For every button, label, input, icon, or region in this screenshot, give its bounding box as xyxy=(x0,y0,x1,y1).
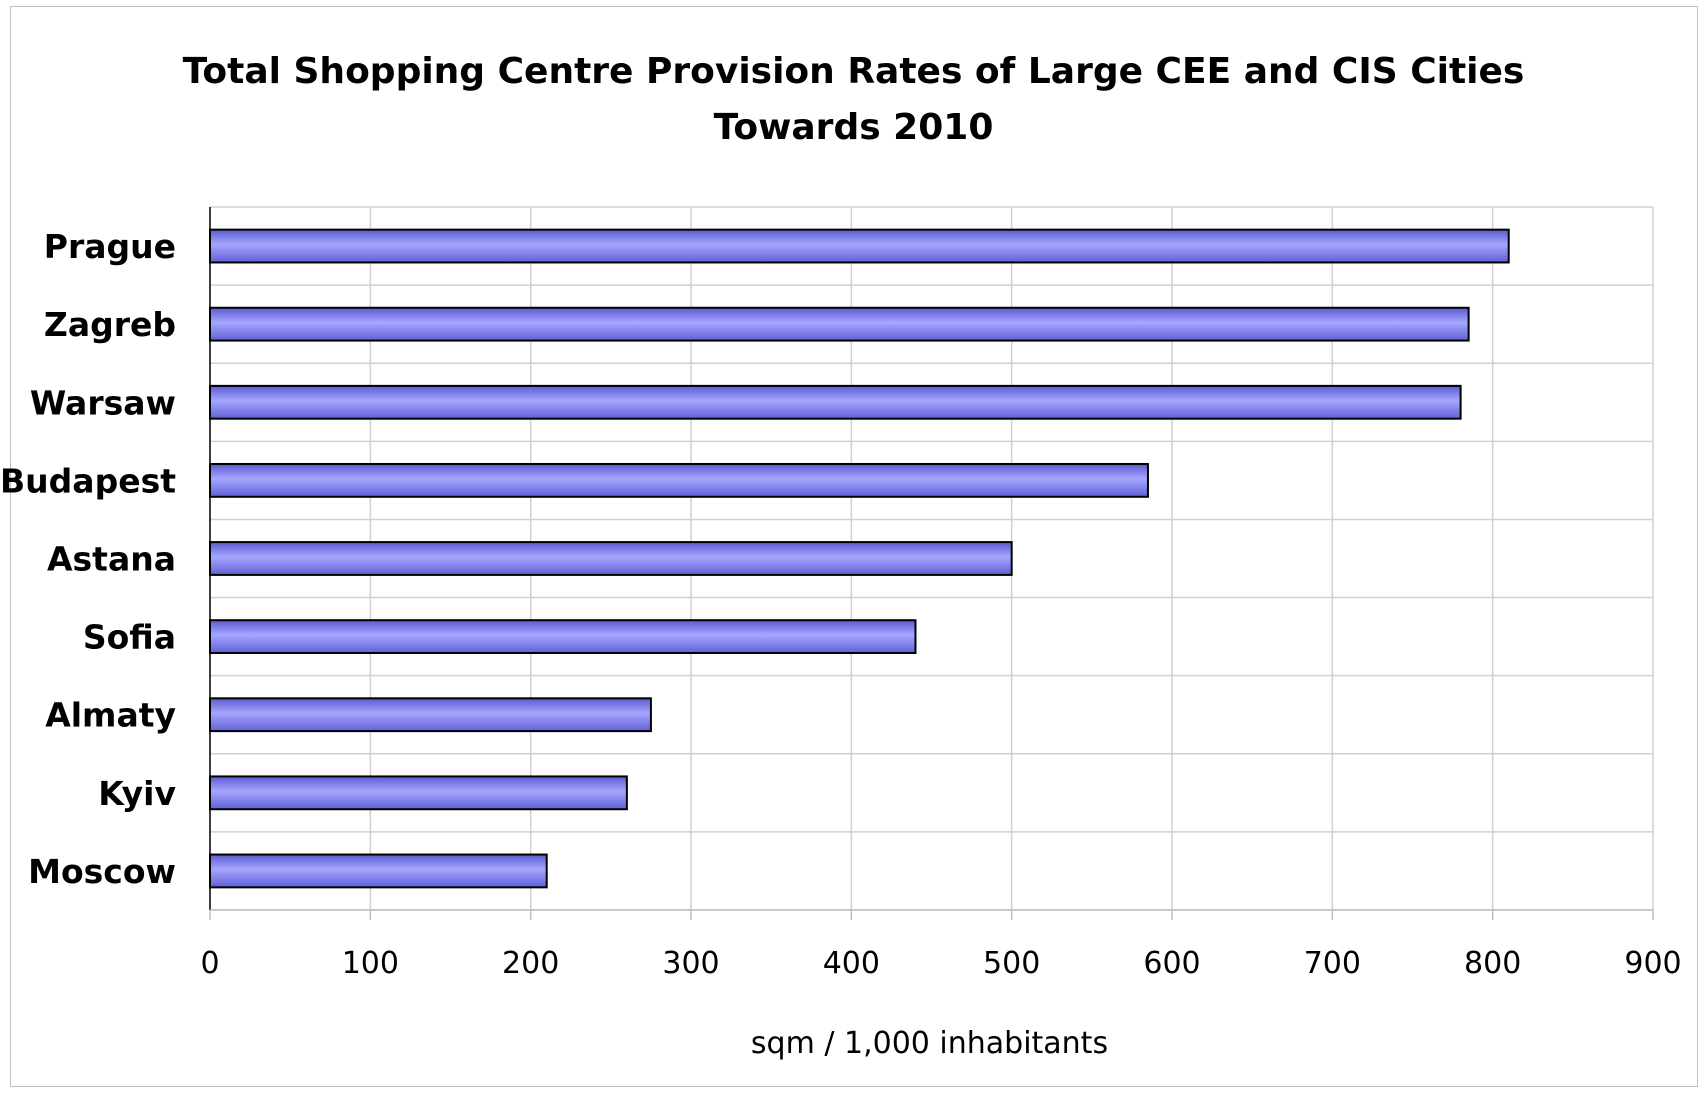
bar-astana xyxy=(209,541,1013,576)
bars xyxy=(209,228,1510,889)
x-tick-label: 500 xyxy=(983,946,1040,981)
x-tick-label: 800 xyxy=(1464,946,1521,981)
category-label-almaty: Almaty xyxy=(45,696,176,735)
x-tick-label: 700 xyxy=(1304,946,1361,981)
x-tick-label: 600 xyxy=(1143,946,1200,981)
category-label-astana: Astana xyxy=(47,540,176,579)
bar-warsaw xyxy=(209,384,1462,420)
bar-almaty xyxy=(209,697,652,733)
chart-title-line-1: Total Shopping Centre Provision Rates of… xyxy=(182,51,1525,92)
chart-title-line-2: Towards 2010 xyxy=(713,107,994,148)
x-tick-label: 400 xyxy=(823,946,880,981)
category-label-zagreb: Zagreb xyxy=(44,305,176,344)
bar-budapest xyxy=(209,462,1149,498)
bar-zagreb xyxy=(209,306,1470,342)
x-tick-label: 900 xyxy=(1624,946,1681,981)
category-label-warsaw: Warsaw xyxy=(30,383,176,422)
category-label-moscow: Moscow xyxy=(28,852,176,891)
x-tick-label: 100 xyxy=(342,946,399,981)
category-label-prague: Prague xyxy=(44,227,176,266)
x-axis-title: sqm / 1,000 inhabitants xyxy=(751,1026,1108,1061)
x-tick-labels: 0 100 200 300 400 500 600 700 800 900 xyxy=(200,946,1681,981)
bar-kyiv xyxy=(209,775,628,811)
x-tick-label: 0 xyxy=(200,946,219,981)
x-tick-label: 300 xyxy=(662,946,719,981)
bar-sofia xyxy=(209,619,917,655)
bar-prague xyxy=(209,228,1510,264)
chart-title: Total Shopping Centre Provision Rates of… xyxy=(0,44,1707,156)
x-tick-label: 200 xyxy=(502,946,559,981)
category-label-sofia: Sofia xyxy=(83,618,176,657)
bar-moscow xyxy=(209,853,548,889)
category-label-kyiv: Kyiv xyxy=(98,774,176,813)
category-labels: Prague Zagreb Warsaw Budapest Astana Sofia Alm… xyxy=(0,227,176,891)
category-label-budapest: Budapest xyxy=(0,461,176,500)
